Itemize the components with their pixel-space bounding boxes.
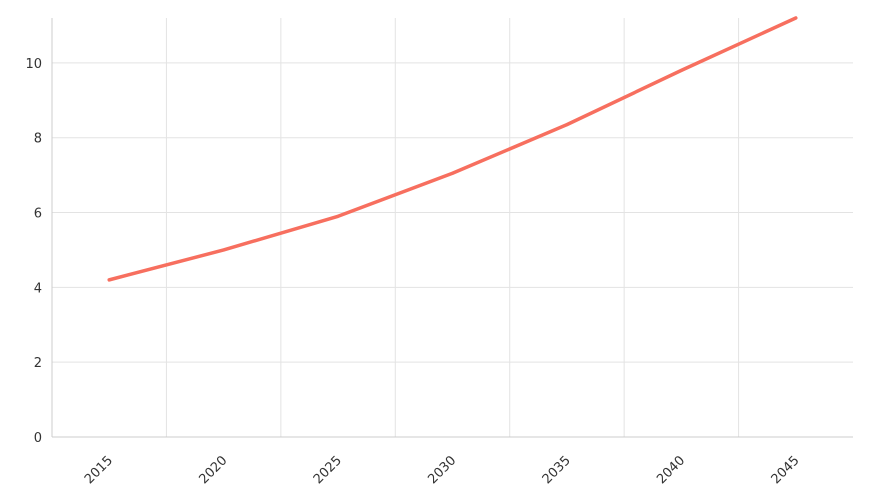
series-line [107, 16, 798, 282]
x-tick-label: 2015 [82, 453, 116, 487]
y-tick-label: 8 [34, 132, 42, 147]
data-point [107, 278, 111, 282]
y-tick-label: 2 [34, 356, 42, 371]
x-tick-label: 2035 [540, 453, 574, 487]
y-tick-label: 10 [25, 57, 42, 72]
y-tick-label: 6 [34, 207, 42, 222]
x-tick-label: 2040 [654, 453, 688, 487]
x-tick-label: 2045 [769, 453, 803, 487]
y-tick-label: 4 [34, 281, 42, 296]
data-point [336, 214, 340, 218]
x-tick-label: 2025 [311, 453, 345, 487]
axes [51, 18, 853, 438]
x-tick-label: 2030 [425, 453, 459, 487]
x-tick-label: 2020 [196, 453, 230, 487]
data-point [222, 248, 226, 252]
grid [52, 18, 853, 437]
y-tick-label: 0 [34, 431, 42, 446]
series-layer [107, 16, 798, 282]
data-point [679, 68, 683, 72]
data-point [565, 123, 569, 127]
data-point [794, 16, 798, 20]
data-point [451, 171, 454, 175]
